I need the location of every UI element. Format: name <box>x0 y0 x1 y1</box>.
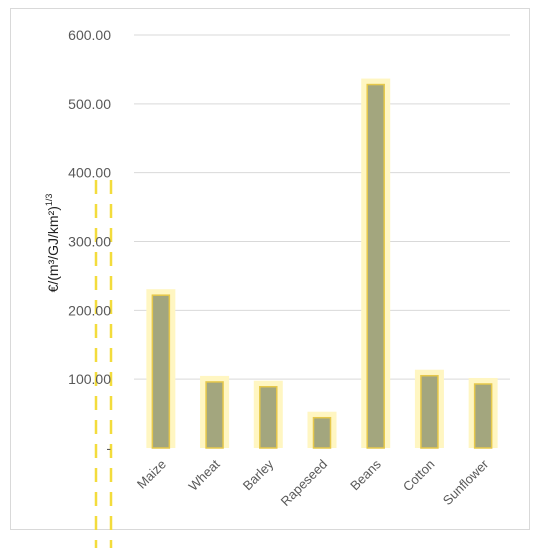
y-axis-label: €/(m³/GJ/km²)1/3 <box>44 194 61 293</box>
category-label: Wheat <box>186 456 223 493</box>
bar-rapeseed <box>312 416 332 449</box>
category-label: Sunflower <box>440 456 492 508</box>
bar-sunflower <box>473 383 493 449</box>
y-tick-label: 500.00 <box>68 96 111 112</box>
y-tick-label: 400.00 <box>68 165 111 181</box>
y-tick-label: 600.00 <box>68 27 111 43</box>
bars <box>146 78 498 449</box>
category-label: Rapeseed <box>278 457 331 510</box>
y-tick-label: - <box>106 440 111 456</box>
bar-barley <box>259 385 278 449</box>
y-axis-ticks: - 100.00 200.00 300.00 400.00 500.00 600.00 <box>68 27 111 456</box>
bar-beans <box>366 83 385 449</box>
y-axis-label-main: €/(m³/GJ/km²) <box>45 206 61 292</box>
bar-maize <box>151 294 171 449</box>
category-label: Beans <box>347 456 384 493</box>
category-label: Cotton <box>400 457 438 495</box>
bar-cotton <box>420 374 439 449</box>
x-axis-categories: Maize Wheat Barley Rapeseed Beans Cotton Sunfl… <box>134 456 492 509</box>
bar-wheat <box>205 381 224 449</box>
gridlines <box>134 34 510 380</box>
decorative-dashed-lines <box>94 180 113 548</box>
y-tick-label: 300.00 <box>68 234 111 250</box>
category-label: Maize <box>134 457 169 492</box>
y-axis-label-exponent: 1/3 <box>44 194 54 207</box>
category-label: Barley <box>240 456 277 493</box>
y-tick-label: 200.00 <box>68 302 111 318</box>
y-tick-label: 100.00 <box>68 371 111 387</box>
